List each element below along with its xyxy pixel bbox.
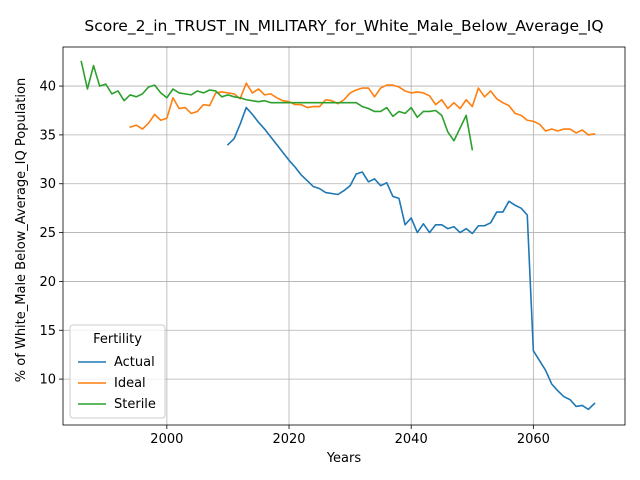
legend-label-sterile: Sterile: [114, 397, 156, 412]
plot-area-frame: [62, 46, 626, 426]
legend-title: Fertility: [93, 332, 142, 347]
x-tick-label: 2060: [517, 432, 550, 447]
y-tick-label: 25: [39, 226, 56, 241]
y-axis-ticks: 10 15 20 25 30 35 40: [39, 80, 63, 388]
y-tick-label: 20: [39, 275, 56, 290]
x-tick-label: 2000: [150, 432, 183, 447]
y-tick-label: 30: [39, 177, 56, 192]
legend-box: [69, 324, 166, 419]
y-axis-label: % of White_Male Below_Average_IQ Populat…: [14, 78, 29, 382]
x-tick-label: 2040: [395, 432, 428, 447]
y-tick-label: 40: [39, 80, 56, 95]
y-tick-label: 10: [39, 373, 56, 388]
y-tick-label: 35: [39, 128, 56, 143]
x-axis-ticks: 2000 2020 2040 2060: [150, 425, 550, 447]
series-line-actual: [226, 106, 596, 411]
legend-label-actual: Actual: [114, 355, 155, 370]
series-line-ideal: [129, 82, 596, 136]
series-layer: [80, 60, 596, 411]
y-tick-label: 15: [39, 324, 56, 339]
x-tick-label: 2020: [272, 432, 305, 447]
legend: Fertility Actual Ideal Sterile: [69, 324, 166, 419]
legend-label-ideal: Ideal: [114, 376, 146, 391]
series-line-sterile: [80, 60, 474, 151]
grid: [63, 47, 625, 425]
chart-title: Score_2_in_TRUST_IN_MILITARY_for_White_M…: [84, 17, 603, 36]
x-axis-label: Years: [326, 451, 362, 466]
